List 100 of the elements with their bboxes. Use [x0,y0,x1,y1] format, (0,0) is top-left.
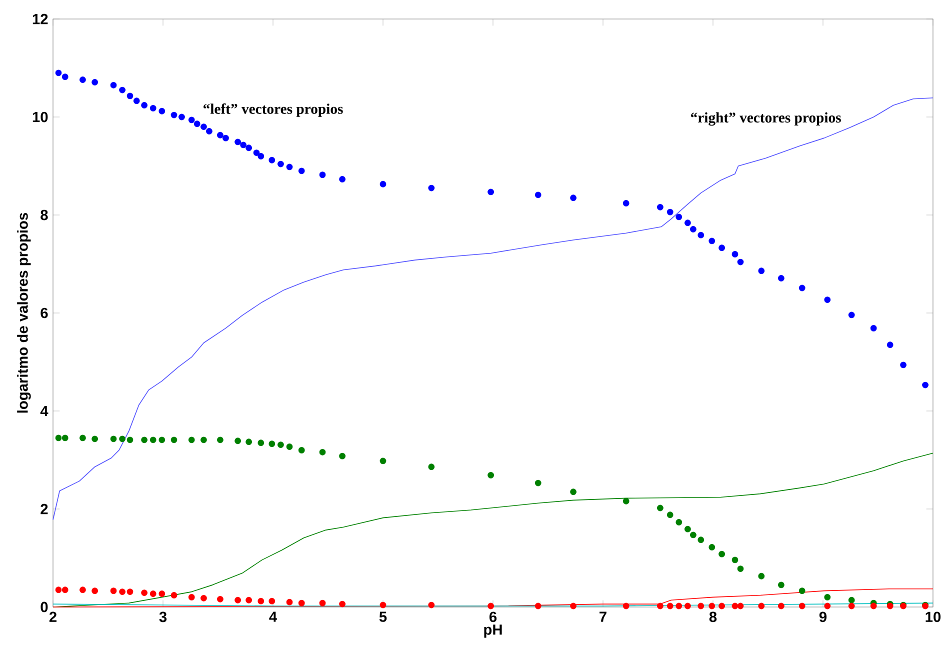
x-tick-label: 6 [489,612,497,622]
point [286,164,293,170]
point [718,244,725,252]
point [848,602,855,610]
point [298,446,305,454]
point [758,602,765,610]
point [428,184,435,192]
point [217,596,224,602]
point [690,226,696,232]
point [206,128,212,134]
point [150,436,156,444]
point [80,76,86,83]
point [200,594,207,602]
point [698,602,704,610]
point [656,204,664,210]
point [570,602,577,610]
point [684,526,691,532]
x-tick-label: 9 [819,612,827,622]
point [319,172,326,178]
point [824,594,831,600]
point [92,79,98,86]
point [534,192,542,198]
point [570,488,577,496]
point [848,312,855,318]
point [268,598,276,604]
point [286,598,293,606]
point [698,536,704,544]
point [62,586,68,594]
point [298,168,305,174]
point [870,602,877,610]
point [718,602,725,610]
point [380,180,386,188]
point [737,602,744,610]
point [80,434,86,442]
y-tick-label: 6 [40,308,48,318]
point [110,82,117,88]
point [737,258,744,266]
point [488,602,494,610]
point [718,550,725,558]
point [676,519,682,526]
point [258,598,264,604]
point [488,188,494,196]
x-axis-title: pH [484,624,502,638]
y-tick-label: 8 [40,210,48,220]
y-tick-label: 10 [32,112,48,122]
point [622,498,630,504]
point [666,208,674,216]
x-tick-label: 10 [926,612,941,622]
point [55,434,62,442]
point [708,238,716,244]
point [778,275,784,282]
x-tick-label: 7 [600,612,606,622]
y-tick-label: 12 [32,14,48,24]
point [778,602,784,610]
point [798,588,806,594]
point [258,440,264,446]
annotation: “left” vectores propios [204,103,343,117]
point [188,116,195,124]
point [133,98,140,104]
point [222,134,229,142]
point [732,556,738,564]
point [698,232,704,238]
point [870,324,877,332]
point [886,342,894,348]
point [684,220,691,226]
y-tick-label: 0 [40,602,48,612]
point [55,70,62,76]
point [380,602,386,608]
point [150,104,156,112]
point [824,602,831,610]
point [158,108,166,114]
point [319,448,326,456]
point [234,596,242,604]
point [570,194,577,202]
point [110,588,117,594]
point [656,504,664,512]
point [246,144,252,152]
point [188,436,195,444]
point [268,156,276,164]
y-tick-label: 4 [40,406,48,416]
point [55,586,62,594]
point [200,436,207,444]
point [488,472,494,478]
point [217,436,224,444]
point [92,588,98,594]
point [319,600,326,606]
point [141,590,148,596]
point [234,138,242,146]
point [666,512,674,518]
point [848,596,855,604]
point [119,588,126,595]
point [900,362,906,368]
point [339,176,346,182]
point [141,102,148,108]
point [234,438,242,444]
point [253,150,260,156]
point [170,592,178,598]
point [824,296,831,303]
annotation: “right” vectores propios [691,112,841,126]
point [126,588,134,595]
